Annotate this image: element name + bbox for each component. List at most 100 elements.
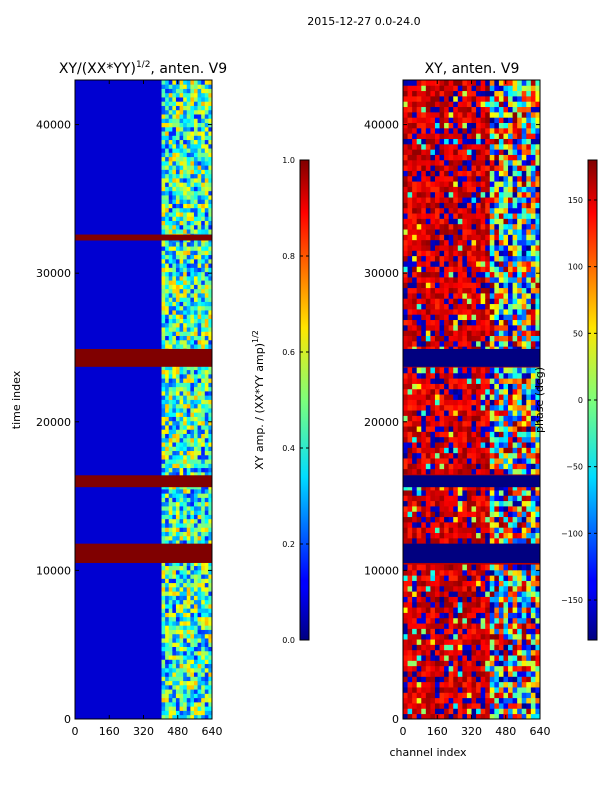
phase-heatmap-cell (472, 373, 477, 379)
amplitude-heatmap-cell (165, 455, 169, 460)
phase-heatmap-cell (462, 378, 467, 384)
phase-heatmap-cell (508, 490, 513, 496)
phase-heatmap-cell (531, 634, 536, 640)
phase-heatmap-cell (472, 660, 477, 666)
phase-heatmap-cell (499, 581, 504, 587)
phase-heatmap-cell (503, 218, 508, 224)
phase-heatmap-cell (417, 597, 422, 603)
amplitude-heatmap-cell (165, 578, 169, 583)
phase-heatmap-cell (494, 261, 499, 267)
phase-heatmap-cell (503, 245, 508, 251)
phase-heatmap-cell (430, 426, 435, 432)
phase-heatmap-cell (444, 538, 449, 544)
phase-heatmap-cell (467, 469, 472, 475)
amplitude-heatmap-cell (198, 127, 202, 132)
phase-heatmap-cell (522, 229, 527, 235)
amplitude-heatmap-cell (176, 463, 180, 468)
phase-heatmap-cell (485, 458, 490, 464)
phase-heatmap-cell (426, 165, 431, 171)
amplitude-heatmap-cell (183, 387, 187, 392)
phase-heatmap-cell (503, 618, 508, 624)
phase-heatmap-cell (485, 176, 490, 182)
amplitude-heatmap-cell (162, 229, 166, 234)
phase-heatmap-cell (403, 192, 408, 198)
phase-heatmap-cell (476, 469, 481, 475)
phase-heatmap-cell (462, 602, 467, 608)
phase-heatmap-cell (421, 208, 426, 214)
amplitude-heatmap-cell (169, 302, 173, 307)
amplitude-heatmap-cell (180, 118, 184, 123)
amplitude-heatmap-cell (180, 532, 184, 537)
phase-heatmap-cell (508, 229, 513, 235)
amplitude-heatmap-cell (190, 446, 194, 451)
phase-heatmap-cell (526, 623, 531, 629)
phase-heatmap-cell (485, 687, 490, 693)
phase-heatmap-cell (435, 533, 440, 539)
phase-heatmap-cell (412, 176, 417, 182)
phase-heatmap-cell (522, 591, 527, 597)
phase-heatmap-cell (440, 384, 445, 390)
phase-heatmap-cell (408, 463, 413, 469)
phase-heatmap-cell (430, 197, 435, 203)
phase-heatmap-cell (526, 282, 531, 288)
amplitude-heatmap-cell (198, 187, 202, 192)
phase-heatmap-cell (426, 400, 431, 406)
amplitude-heatmap-cell (172, 685, 176, 690)
phase-heatmap-cell (526, 378, 531, 384)
amplitude-heatmap-cell (187, 267, 191, 272)
amplitude-heatmap-cell (176, 574, 180, 579)
amplitude-heatmap-cell (162, 148, 166, 153)
phase-heatmap-cell (485, 597, 490, 603)
amplitude-heatmap-cell (169, 613, 173, 618)
amplitude-heatmap-cell (201, 459, 205, 464)
amplitude-heatmap-cell (183, 84, 187, 89)
phase-heatmap-cell (490, 522, 495, 528)
amplitude-heatmap-cell (169, 583, 173, 588)
phase-heatmap-cell (412, 256, 417, 262)
amplitude-heatmap-cell (165, 374, 169, 379)
amplitude-heatmap-cell (180, 408, 184, 413)
phase-heatmap-cell (485, 410, 490, 416)
amplitude-heatmap-cell (198, 574, 202, 579)
phase-heatmap-cell (458, 628, 463, 634)
amplitude-heatmap-cell (165, 327, 169, 332)
phase-heatmap-cell (435, 650, 440, 656)
phase-heatmap-cell (412, 463, 417, 469)
amplitude-heatmap-cell (176, 93, 180, 98)
phase-heatmap-cell (435, 176, 440, 182)
phase-heatmap-cell (449, 447, 454, 453)
amplitude-heatmap-cell (194, 306, 198, 311)
phase-heatmap-cell (481, 261, 486, 267)
phase-heatmap-cell (490, 421, 495, 427)
phase-heatmap-cell (430, 202, 435, 208)
amplitude-heatmap-cell (162, 272, 166, 277)
phase-heatmap-cell (485, 192, 490, 198)
amplitude-heatmap-cell (190, 655, 194, 660)
amplitude-heatmap-cell (205, 412, 209, 417)
phase-heatmap-cell (526, 250, 531, 256)
phase-heatmap-cell (417, 384, 422, 390)
phase-heatmap-cell (408, 314, 413, 320)
amplitude-heatmap-cell (183, 255, 187, 260)
phase-heatmap-cell (485, 506, 490, 512)
phase-heatmap-cell (467, 463, 472, 469)
amplitude-heatmap-cell (172, 689, 176, 694)
phase-heatmap-cell (430, 298, 435, 304)
phase-heatmap-cell (526, 527, 531, 533)
amplitude-heatmap-cell (198, 131, 202, 136)
amplitude-heatmap-cell (190, 374, 194, 379)
amplitude-heatmap-cell (180, 280, 184, 285)
amplitude-heatmap-cell (201, 212, 205, 217)
phase-heatmap-cell (467, 415, 472, 421)
phase-heatmap-cell (403, 517, 408, 523)
phase-heatmap-cell (430, 660, 435, 666)
amplitude-heatmap-cell (162, 140, 166, 145)
phase-heatmap-cell (449, 368, 454, 374)
phase-heatmap-cell (508, 384, 513, 390)
phase-heatmap-cell (453, 389, 458, 395)
phase-heatmap-cell (426, 623, 431, 629)
phase-heatmap-cell (472, 421, 477, 427)
phase-heatmap-cell (412, 384, 417, 390)
amplitude-heatmap-cell (183, 417, 187, 422)
phase-heatmap-cell (467, 671, 472, 677)
